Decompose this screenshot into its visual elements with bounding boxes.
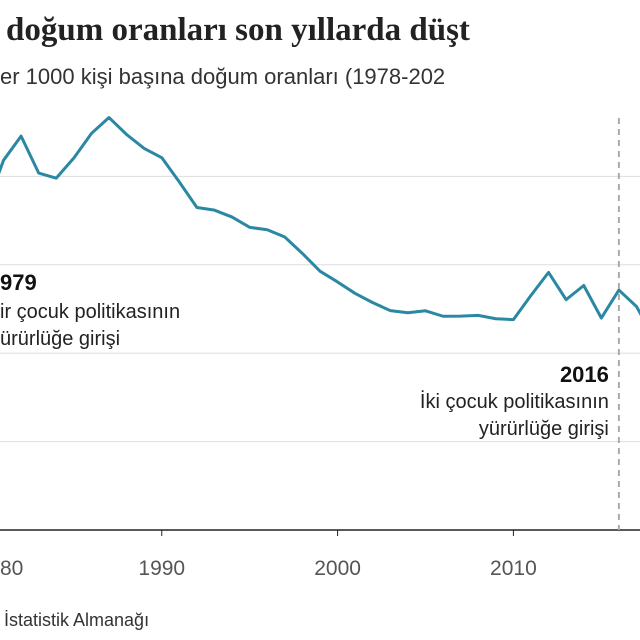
source: İstatistik Almanağı — [4, 610, 149, 630]
annotation-text: ürürlüğe girişi — [0, 328, 120, 350]
annotation-title: 979 — [0, 270, 37, 295]
annotation-text: İki çocuk politikasının — [420, 390, 609, 413]
annotation-title: 2016 — [560, 362, 609, 387]
chart-title: doğum oranları son yıllarda düşt — [6, 12, 470, 48]
chart-subtitle: er 1000 kişi başına doğum oranları (1978… — [0, 64, 445, 89]
x-tick-label: 2000 — [314, 557, 361, 580]
annotation-text: yürürlüğe girişi — [479, 418, 609, 440]
x-tick-label: 1990 — [138, 557, 185, 580]
x-tick-label: 80 — [0, 557, 23, 580]
x-tick-label: 2010 — [490, 557, 537, 580]
series-line — [0, 116, 640, 322]
annotation-text: ir çocuk politikasının — [0, 301, 180, 323]
